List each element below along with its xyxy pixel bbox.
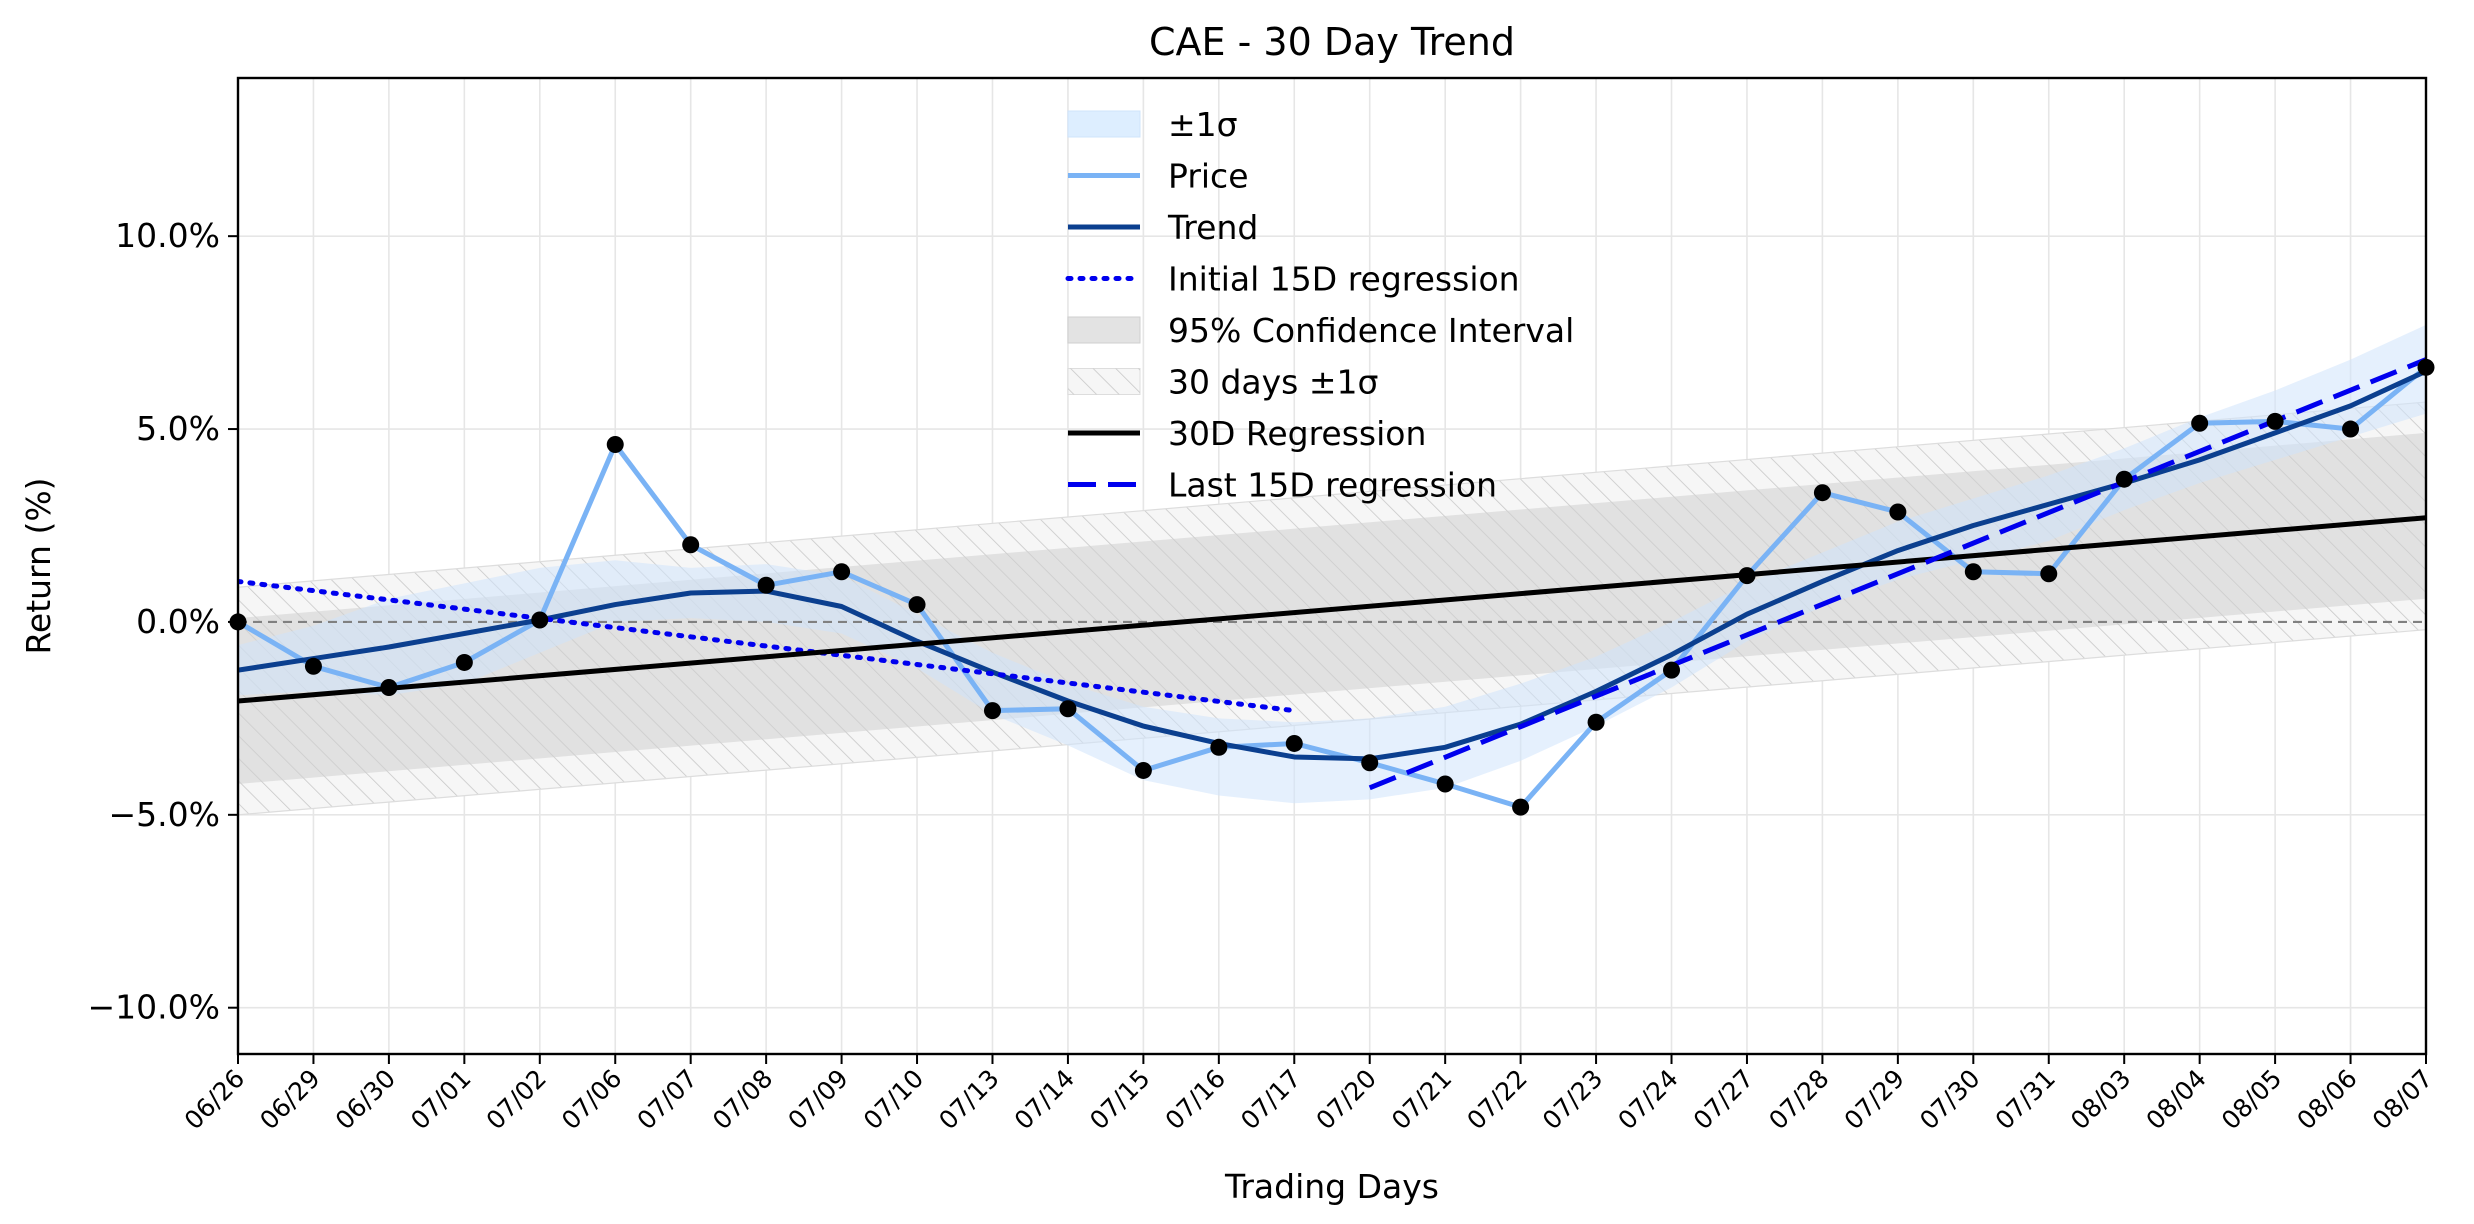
x-tick-label: 07/27: [1688, 1064, 1759, 1135]
legend-item-trend: Trend: [1068, 208, 1258, 247]
legend-label: 30 days ±1σ: [1168, 363, 1378, 402]
price-point: [1587, 713, 1605, 731]
price-point: [833, 563, 851, 581]
x-tick-label: 06/26: [179, 1064, 250, 1135]
legend-item-1: ±1σ: [1067, 105, 1238, 144]
series-30d-regression-line: [238, 515, 2426, 704]
legend-label: ±1σ: [1168, 105, 1238, 144]
legend-label: Price: [1168, 157, 1249, 196]
x-tick-label: 06/29: [254, 1064, 325, 1135]
price-point: [1361, 754, 1379, 772]
legend-swatch: [1068, 368, 1140, 395]
x-tick-label: 07/06: [556, 1064, 627, 1135]
x-tick-label: 07/23: [1537, 1064, 1608, 1135]
x-tick-label: 07/07: [631, 1064, 702, 1135]
y-tick-label: 10.0%: [115, 216, 220, 255]
price-point: [2342, 420, 2360, 438]
price-point: [1285, 734, 1303, 752]
x-tick-label: 07/13: [933, 1064, 1004, 1135]
x-tick-label: 07/24: [1612, 1064, 1683, 1135]
x-tick-label: 07/01: [405, 1064, 476, 1135]
price-point: [1889, 503, 1907, 521]
x-tick-label: 07/02: [481, 1064, 552, 1135]
price-point: [380, 679, 398, 697]
price-point: [1813, 484, 1831, 502]
legend: ±1σ Price Trend Initial 15D regression 95% C…: [1065, 105, 1574, 505]
x-tick-label: 07/08: [707, 1064, 778, 1135]
price-point: [1059, 700, 1077, 718]
x-tick-label: 08/04: [2140, 1064, 2211, 1135]
x-tick-label: 07/28: [1763, 1064, 1834, 1135]
legend-item-last-15d-regression: Last 15D regression: [1068, 466, 1497, 505]
x-tick-label: 07/09: [782, 1064, 853, 1135]
x-tick-label: 06/30: [330, 1064, 401, 1135]
x-tick-label: 07/14: [1009, 1064, 1080, 1135]
y-axis-label: Return (%): [19, 477, 58, 654]
plot-frame: [236, 76, 2428, 1056]
legend-label: Trend: [1167, 208, 1258, 247]
x-tick-label: 07/30: [1914, 1064, 1985, 1135]
price-point: [1134, 761, 1152, 779]
x-tick-label: 07/17: [1235, 1064, 1306, 1135]
legend-item-30-days-1: 30 days ±1σ: [1067, 363, 1378, 402]
legend-swatch: [1067, 110, 1141, 138]
x-tick-label: 08/07: [2367, 1064, 2438, 1135]
series-trend-line: [238, 368, 2426, 762]
price-point: [531, 611, 549, 629]
x-tick-label: 07/22: [1461, 1064, 1532, 1135]
price-point: [606, 435, 624, 453]
legend-item-30d-regression: 30D Regression: [1068, 414, 1426, 453]
x-tick-label: 07/20: [1311, 1064, 1382, 1135]
y-tick-label: 5.0%: [136, 409, 220, 448]
price-point: [1210, 738, 1228, 756]
series-last-15d-regression-line: [1368, 357, 2426, 791]
legend-swatch: [1067, 316, 1141, 344]
price-point: [2040, 565, 2058, 583]
x-tick-label: 07/31: [1990, 1064, 2061, 1135]
series-initial-15d-regression-line: [238, 578, 1297, 714]
x-tick-label: 08/03: [2065, 1064, 2136, 1135]
price-point: [2191, 414, 2209, 432]
legend-item-initial-15d-regression: Initial 15D regression: [1065, 260, 1520, 299]
price-point: [2266, 412, 2284, 430]
price-point: [455, 653, 473, 671]
legend-label: Initial 15D regression: [1168, 260, 1520, 299]
legend-label: 30D Regression: [1168, 414, 1426, 453]
price-point: [1738, 567, 1756, 585]
legend-item-price: Price: [1068, 157, 1249, 196]
x-tick-label: 08/06: [2291, 1064, 2362, 1135]
price-point: [983, 702, 1001, 720]
price-point: [1663, 661, 1681, 679]
legend-label: Last 15D regression: [1168, 466, 1497, 505]
price-point: [908, 596, 926, 614]
price-point: [2115, 470, 2133, 488]
x-tick-label: 07/29: [1839, 1064, 1910, 1135]
price-point: [304, 657, 322, 675]
x-tick-label: 07/10: [858, 1064, 929, 1135]
price-point: [1512, 798, 1530, 816]
x-axis-label: Trading Days: [1224, 1167, 1439, 1206]
price-point: [1964, 563, 1982, 581]
series-price-line: [238, 365, 2426, 810]
x-tick-label: 07/16: [1160, 1064, 1231, 1135]
y-tick-label: −5.0%: [109, 795, 221, 834]
x-tick-label: 08/05: [2216, 1064, 2287, 1135]
x-tick-label: 07/21: [1386, 1064, 1457, 1135]
legend-label: 95% Confidence Interval: [1168, 311, 1574, 350]
legend-item-95-confidence-interval: 95% Confidence Interval: [1067, 311, 1574, 350]
price-point: [757, 576, 775, 594]
chart-title: CAE - 30 Day Trend: [1149, 20, 1515, 64]
x-tick-label: 07/15: [1084, 1064, 1155, 1135]
y-tick-label: −10.0%: [88, 988, 220, 1027]
price-point: [682, 536, 700, 554]
y-tick-label: 0.0%: [136, 602, 220, 641]
price-point: [1436, 775, 1454, 793]
